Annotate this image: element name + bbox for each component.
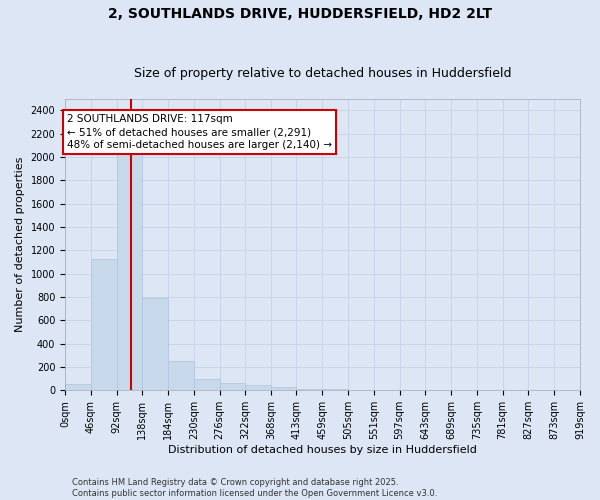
Title: Size of property relative to detached houses in Huddersfield: Size of property relative to detached ho… [134,66,511,80]
Text: 2 SOUTHLANDS DRIVE: 117sqm
← 51% of detached houses are smaller (2,291)
48% of s: 2 SOUTHLANDS DRIVE: 117sqm ← 51% of deta… [67,114,332,150]
Text: Contains HM Land Registry data © Crown copyright and database right 2025.
Contai: Contains HM Land Registry data © Crown c… [72,478,437,498]
Bar [220,383,245,390]
Bar [194,380,220,390]
Bar [65,384,91,390]
Bar [142,298,168,390]
Bar [271,388,296,390]
Bar [296,388,322,390]
Bar [91,258,116,390]
Bar [168,361,194,390]
Y-axis label: Number of detached properties: Number of detached properties [15,157,25,332]
Text: 2, SOUTHLANDS DRIVE, HUDDERSFIELD, HD2 2LT: 2, SOUTHLANDS DRIVE, HUDDERSFIELD, HD2 2… [108,8,492,22]
Bar [116,151,142,390]
X-axis label: Distribution of detached houses by size in Huddersfield: Distribution of detached houses by size … [168,445,477,455]
Bar [245,384,271,390]
